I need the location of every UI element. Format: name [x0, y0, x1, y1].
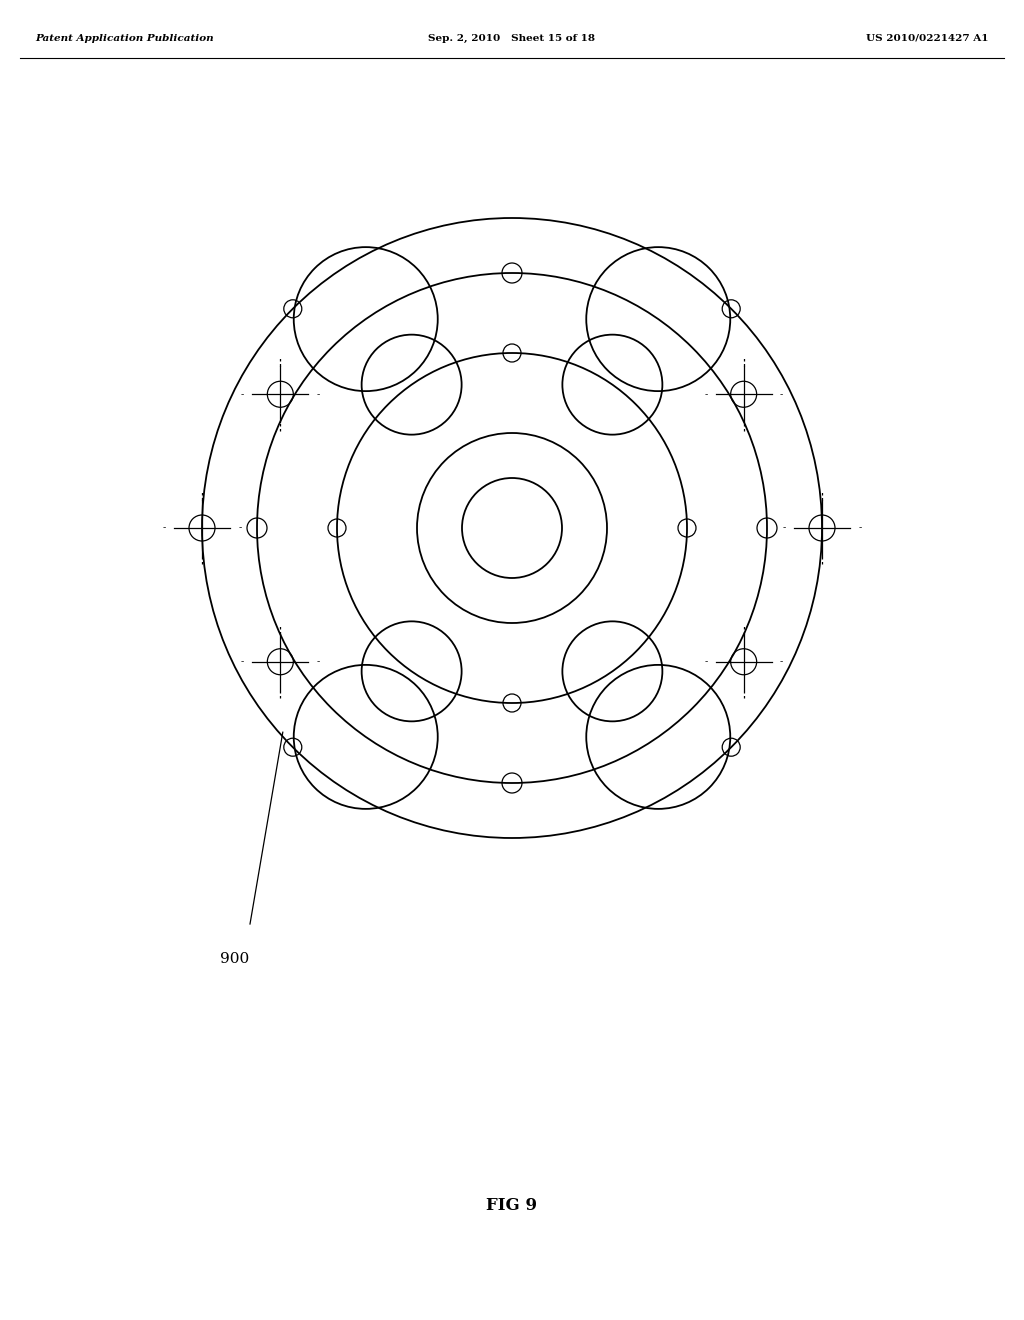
Text: -: -: [782, 524, 785, 532]
Text: -: -: [239, 524, 242, 532]
Text: US 2010/0221427 A1: US 2010/0221427 A1: [866, 33, 989, 42]
Text: -: -: [705, 657, 708, 667]
Text: -: -: [780, 389, 783, 399]
Text: -: -: [241, 389, 244, 399]
Text: -: -: [705, 389, 708, 399]
Text: 900: 900: [220, 952, 249, 966]
Text: -: -: [858, 524, 861, 532]
Text: -: -: [163, 524, 166, 532]
Text: -: -: [780, 657, 783, 667]
Text: Sep. 2, 2010   Sheet 15 of 18: Sep. 2, 2010 Sheet 15 of 18: [428, 33, 596, 42]
Text: -: -: [316, 389, 319, 399]
Text: FIG 9: FIG 9: [486, 1197, 538, 1213]
Text: -: -: [316, 657, 319, 667]
Text: -: -: [241, 657, 244, 667]
Text: Patent Application Publication: Patent Application Publication: [35, 33, 214, 42]
